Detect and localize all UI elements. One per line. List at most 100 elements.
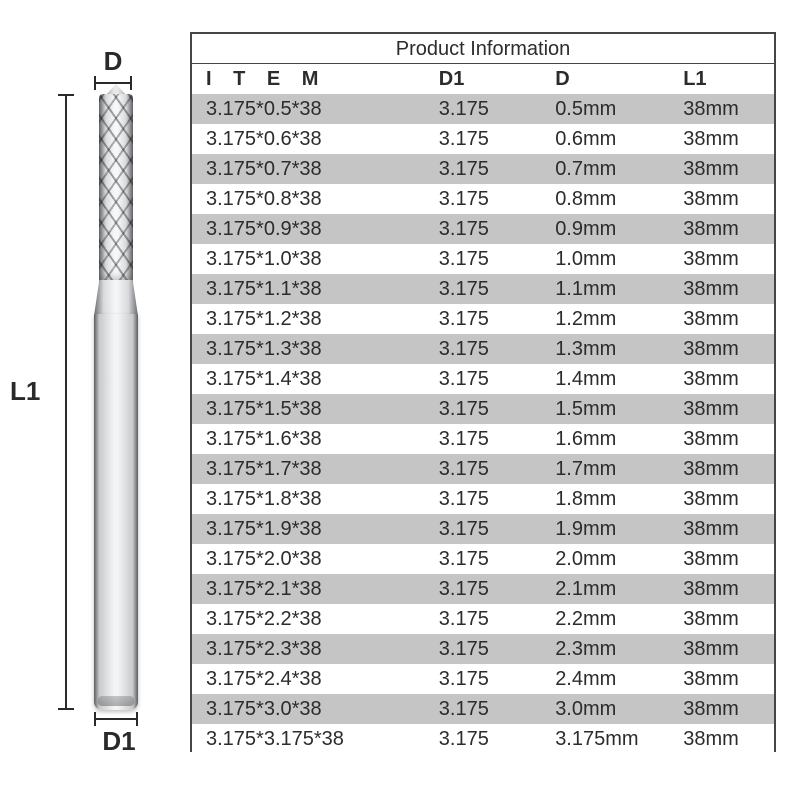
drill-bit-illustration [94,94,138,710]
col-d: D [541,64,669,94]
dim-bracket-d1 [94,712,138,726]
cell-d: 2.4mm [541,664,669,694]
cell-d: 2.0mm [541,544,669,574]
cell-item: 3.175*1.2*38 [192,304,425,334]
dim-label-d: D [96,46,130,77]
cell-item: 3.175*2.0*38 [192,544,425,574]
cell-d1: 3.175 [425,544,541,574]
cell-d: 2.1mm [541,574,669,604]
table-row: 3.175*0.9*383.1750.9mm38mm [192,214,774,244]
table-row: 3.175*3.175*383.1753.175mm38mm [192,724,774,754]
cell-item: 3.175*1.5*38 [192,394,425,424]
cell-item: 3.175*2.3*38 [192,634,425,664]
cell-d1: 3.175 [425,724,541,754]
cell-l1: 38mm [669,484,774,514]
col-d1: D1 [425,64,541,94]
cell-l1: 38mm [669,244,774,274]
cell-d: 1.9mm [541,514,669,544]
table-row: 3.175*2.4*383.1752.4mm38mm [192,664,774,694]
cell-item: 3.175*0.7*38 [192,154,425,184]
bit-diagram: D L1 D1 [14,46,184,754]
table-row: 3.175*2.1*383.1752.1mm38mm [192,574,774,604]
table-row: 3.175*0.7*383.1750.7mm38mm [192,154,774,184]
cell-d: 2.3mm [541,634,669,664]
table-row: 3.175*1.1*383.1751.1mm38mm [192,274,774,304]
table-row: 3.175*2.3*383.1752.3mm38mm [192,634,774,664]
cell-d: 1.5mm [541,394,669,424]
cell-d1: 3.175 [425,124,541,154]
cell-d1: 3.175 [425,274,541,304]
cell-l1: 38mm [669,724,774,754]
col-item: I T E M [192,64,425,94]
cell-l1: 38mm [669,544,774,574]
cell-l1: 38mm [669,604,774,634]
table-row: 3.175*1.9*383.1751.9mm38mm [192,514,774,544]
cell-d1: 3.175 [425,244,541,274]
cell-l1: 38mm [669,664,774,694]
cell-d: 1.7mm [541,454,669,484]
cell-l1: 38mm [669,334,774,364]
table-row: 3.175*2.0*383.1752.0mm38mm [192,544,774,574]
table-row: 3.175*3.0*383.1753.0mm38mm [192,694,774,724]
cell-d1: 3.175 [425,694,541,724]
dim-label-l1: L1 [10,376,40,407]
cell-d1: 3.175 [425,364,541,394]
cell-item: 3.175*1.9*38 [192,514,425,544]
table-header-row: I T E M D1 D L1 [192,64,774,94]
cell-d1: 3.175 [425,424,541,454]
cell-d1: 3.175 [425,94,541,124]
cell-item: 3.175*1.6*38 [192,424,425,454]
cell-item: 3.175*1.4*38 [192,364,425,394]
cell-d1: 3.175 [425,304,541,334]
cell-l1: 38mm [669,424,774,454]
cell-d1: 3.175 [425,604,541,634]
cell-d1: 3.175 [425,334,541,364]
cell-item: 3.175*0.8*38 [192,184,425,214]
cell-item: 3.175*3.0*38 [192,694,425,724]
cell-item: 3.175*2.4*38 [192,664,425,694]
cell-d1: 3.175 [425,634,541,664]
cell-d: 1.0mm [541,244,669,274]
dim-label-d1: D1 [94,726,144,757]
product-info-panel: Product Information I T E M D1 D L1 3.17… [190,32,776,752]
cell-d1: 3.175 [425,514,541,544]
table-row: 3.175*1.6*383.1751.6mm38mm [192,424,774,454]
cell-d1: 3.175 [425,574,541,604]
cell-d1: 3.175 [425,454,541,484]
cell-d: 3.0mm [541,694,669,724]
cell-d: 3.175mm [541,724,669,754]
table-row: 3.175*0.6*383.1750.6mm38mm [192,124,774,154]
cell-l1: 38mm [669,184,774,214]
cell-d1: 3.175 [425,664,541,694]
cell-item: 3.175*1.1*38 [192,274,425,304]
cell-l1: 38mm [669,94,774,124]
cell-item: 3.175*1.8*38 [192,484,425,514]
cell-d: 1.8mm [541,484,669,514]
bit-shank-icon [94,314,138,710]
cell-d: 1.1mm [541,274,669,304]
cell-d: 0.5mm [541,94,669,124]
table-row: 3.175*1.3*383.1751.3mm38mm [192,334,774,364]
cell-d: 0.7mm [541,154,669,184]
table-row: 3.175*1.2*383.1751.2mm38mm [192,304,774,334]
cell-d: 0.8mm [541,184,669,214]
spec-table: I T E M D1 D L1 3.175*0.5*383.1750.5mm38… [192,64,774,754]
table-row: 3.175*1.7*383.1751.7mm38mm [192,454,774,484]
cell-d: 1.4mm [541,364,669,394]
cell-d: 2.2mm [541,604,669,634]
cell-l1: 38mm [669,154,774,184]
cell-l1: 38mm [669,214,774,244]
cell-item: 3.175*0.6*38 [192,124,425,154]
cell-d1: 3.175 [425,484,541,514]
cell-item: 3.175*1.3*38 [192,334,425,364]
cell-l1: 38mm [669,694,774,724]
bit-cutting-icon [99,94,133,284]
cell-d: 1.3mm [541,334,669,364]
panel-title: Product Information [192,34,774,64]
cell-l1: 38mm [669,364,774,394]
cell-item: 3.175*1.0*38 [192,244,425,274]
table-row: 3.175*1.0*383.1751.0mm38mm [192,244,774,274]
cell-item: 3.175*0.5*38 [192,94,425,124]
cell-item: 3.175*1.7*38 [192,454,425,484]
cell-d: 0.9mm [541,214,669,244]
